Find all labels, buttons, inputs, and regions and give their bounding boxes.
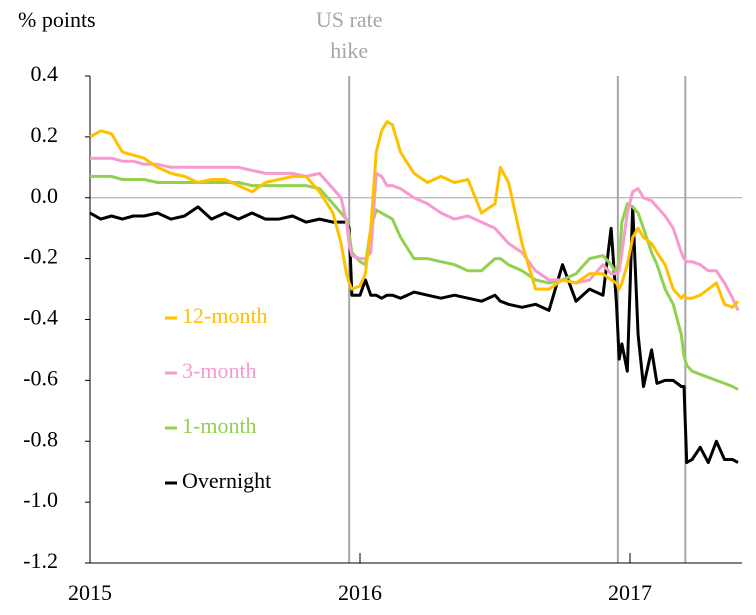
y-tick-label: -0.6 <box>23 365 58 390</box>
y-tick-label: 0.0 <box>31 183 59 208</box>
legend-label: 12-month <box>182 303 268 328</box>
event-label: US rate <box>316 7 383 32</box>
x-tick-label: 2015 <box>68 580 112 605</box>
legend-label: Overnight <box>182 468 271 493</box>
y-tick-label: -1.2 <box>23 548 58 573</box>
y-tick-label: 0.2 <box>31 122 59 147</box>
y-tick-label: 0.4 <box>31 61 59 86</box>
event-label: hike <box>330 38 368 63</box>
y-tick-label: -1.0 <box>23 487 58 512</box>
series-line <box>89 120 740 309</box>
series-line <box>90 156 740 312</box>
series-line <box>89 205 739 465</box>
y-tick-label: -0.8 <box>23 426 58 451</box>
y-tick-label: -0.2 <box>23 244 58 269</box>
y-axis-label: % points <box>18 7 96 32</box>
x-tick-label: 2017 <box>608 580 652 605</box>
legend-label: 1-month <box>182 413 257 438</box>
x-tick-label: 2016 <box>338 580 382 605</box>
legend-label: 3-month <box>182 358 257 383</box>
y-tick-label: -0.4 <box>23 305 58 330</box>
